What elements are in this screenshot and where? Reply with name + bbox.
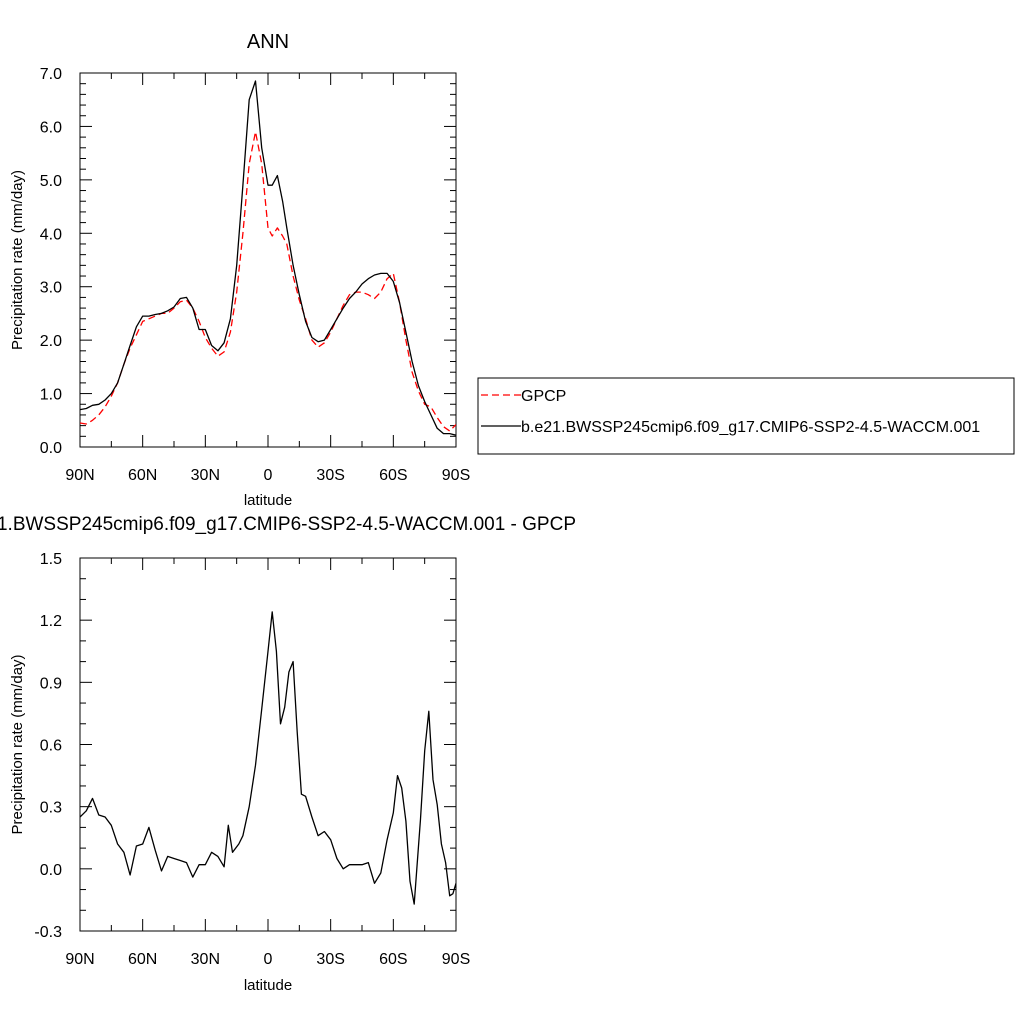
y-tick-label: 6.0 xyxy=(40,119,62,136)
x-tick-label: 30S xyxy=(316,467,344,484)
x-tick-label: 90S xyxy=(442,467,470,484)
x-tick-label: 0 xyxy=(264,951,273,968)
bottom-panel-difference: b.e21.BWSSP245cmip6.f09_g17.CMIP6-SSP2-4… xyxy=(0,514,576,994)
y-axis-label: Precipitation rate (mm/day) xyxy=(9,170,26,350)
legend-entry-label: b.e21.BWSSP245cmip6.f09_g17.CMIP6-SSP2-4… xyxy=(521,419,980,436)
y-tick-label: 0.0 xyxy=(40,440,62,457)
x-tick-label: 30N xyxy=(191,467,220,484)
series-line-difference xyxy=(80,611,456,905)
y-tick-label: 1.2 xyxy=(40,613,62,630)
x-tick-label: 30N xyxy=(191,951,220,968)
x-tick-label: 90N xyxy=(65,951,94,968)
series-group xyxy=(80,80,456,436)
x-tick-label: 60S xyxy=(379,951,407,968)
x-tick-label: 0 xyxy=(264,467,273,484)
series-line-gpcp xyxy=(80,131,456,432)
y-tick-label: 0.0 xyxy=(40,862,62,879)
y-tick-label: 0.3 xyxy=(40,800,62,817)
y-tick-label: 0.9 xyxy=(40,675,62,692)
chart-title: ANN xyxy=(247,31,289,53)
y-tick-label: 2.0 xyxy=(40,333,62,350)
plot-frame xyxy=(79,557,457,932)
x-tick-label: 60N xyxy=(128,467,157,484)
y-tick-label: 4.0 xyxy=(40,226,62,243)
y-tick-label: 5.0 xyxy=(40,173,62,190)
x-tick-label: 30S xyxy=(316,951,344,968)
x-tick-label: 60N xyxy=(128,951,157,968)
y-tick-label: 7.0 xyxy=(40,66,62,83)
y-tick-label: 1.0 xyxy=(40,387,62,404)
chart-title: b.e21.BWSSP245cmip6.f09_g17.CMIP6-SSP2-4… xyxy=(0,514,576,535)
x-axis-label: latitude xyxy=(244,977,292,994)
x-tick-label: 60S xyxy=(379,467,407,484)
legend-box xyxy=(477,377,1015,455)
legend-entry-label: GPCP xyxy=(521,388,566,405)
plot-frame xyxy=(79,72,457,448)
series-group xyxy=(80,611,456,905)
y-tick-label: 3.0 xyxy=(40,280,62,297)
y-tick-label: -0.3 xyxy=(34,924,62,941)
x-tick-label: 90S xyxy=(442,951,470,968)
series-line-model xyxy=(80,80,456,436)
y-tick-label: 1.5 xyxy=(40,551,62,568)
top-panel-annual-precipitation: ANN latitude Precipitation rate (mm/day) 90… xyxy=(9,31,470,509)
legend: GPCP b.e21.BWSSP245cmip6.f09_g17.CMIP6-SS… xyxy=(477,377,1015,455)
y-axis-label: Precipitation rate (mm/day) xyxy=(9,654,26,834)
y-tick-label: 0.6 xyxy=(40,738,62,755)
x-tick-label: 90N xyxy=(65,467,94,484)
x-axis-label: latitude xyxy=(244,492,292,509)
